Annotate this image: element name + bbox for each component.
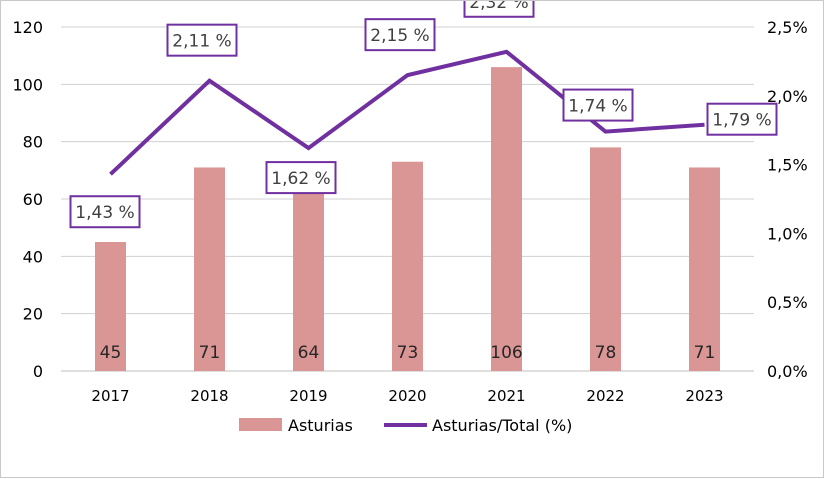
y-right-tick-label: 0,0%	[767, 362, 808, 381]
line-data-label-box	[364, 18, 436, 52]
line-data-label: 1,43 %	[75, 203, 134, 223]
y-right-tick-label: 2,5%	[767, 18, 808, 37]
bar-data-label: 64	[298, 343, 320, 363]
bar	[194, 167, 225, 371]
bar	[491, 67, 522, 371]
bar	[392, 161, 423, 371]
bar-data-label: 71	[199, 343, 221, 363]
bar	[590, 147, 621, 371]
x-tick-label: 2021	[487, 387, 525, 405]
line-data-label-box	[706, 102, 778, 136]
line-series	[109, 49, 705, 176]
line-data-label: 1,62 %	[271, 169, 330, 189]
line-data-label-box	[69, 195, 141, 229]
line-data-label-box	[166, 23, 238, 57]
bar-data-label: 78	[595, 343, 617, 363]
y-left-tick-label: 40	[23, 247, 43, 266]
y-right-tick-label: 2,0%	[767, 87, 808, 106]
bar	[95, 242, 126, 371]
x-tick-label: 2022	[586, 387, 624, 405]
bar	[689, 167, 720, 371]
y-left-tick-label: 20	[23, 305, 43, 324]
y-right-tick-label: 1,0%	[767, 224, 808, 243]
y-left-tick-label: 0	[33, 362, 43, 381]
y-left-tick-label: 80	[23, 133, 43, 152]
y-left-tick-label: 60	[23, 190, 43, 209]
bar-data-label: 106	[490, 343, 522, 363]
x-tick-label: 2019	[289, 387, 327, 405]
line-data-label: 2,15 %	[370, 26, 429, 46]
y-right-tick-label: 1,5%	[767, 156, 808, 175]
line-data-label-box	[463, 1, 535, 18]
bar	[293, 187, 324, 371]
bar-data-label: 73	[397, 343, 419, 363]
y-right-tick-label: 0,5%	[767, 293, 808, 312]
legend-label-line: Asturias/Total (%)	[432, 416, 572, 435]
x-tick-label: 2018	[190, 387, 228, 405]
bar-data-label: 71	[694, 343, 716, 363]
line-data-label: 1,74 %	[568, 97, 627, 117]
x-tick-label: 2023	[685, 387, 723, 405]
line-data-label: 2,32 %	[469, 1, 528, 13]
line-data-label-box	[265, 161, 337, 195]
x-tick-label: 2017	[91, 387, 129, 405]
y-left-tick-label: 120	[12, 18, 43, 37]
line-data-label: 1,79 %	[712, 111, 771, 131]
x-tick-label: 2020	[388, 387, 426, 405]
legend-bar-swatch	[239, 418, 282, 431]
y-left-tick-label: 100	[12, 75, 43, 94]
bar-data-label: 45	[100, 343, 122, 363]
line-data-label-box	[562, 88, 634, 122]
legend-label-bars: Asturias	[288, 416, 353, 435]
line-data-label: 2,11 %	[172, 32, 231, 52]
